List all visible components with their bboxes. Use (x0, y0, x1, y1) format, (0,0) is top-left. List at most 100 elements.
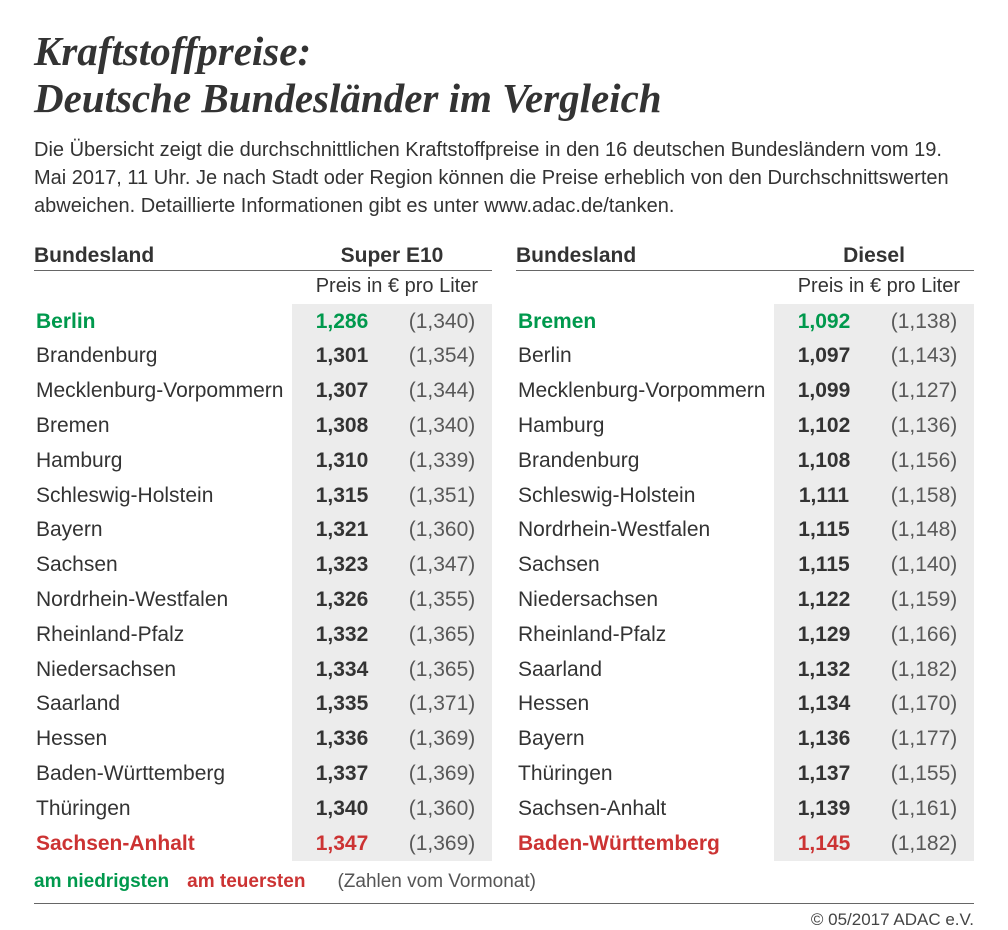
table-row: Hamburg1,102(1,136) (516, 409, 974, 444)
price-value: 1,321 (292, 513, 392, 548)
table-row: Thüringen1,340(1,360) (34, 791, 492, 826)
prev-month-value: (1,136) (874, 409, 974, 444)
state-name: Bayern (34, 518, 292, 542)
prev-month-value: (1,138) (874, 304, 974, 339)
price-value: 1,323 (292, 548, 392, 583)
state-name: Saarland (516, 658, 774, 682)
table-row: Saarland1,335(1,371) (34, 687, 492, 722)
state-name: Baden-Württemberg (34, 762, 292, 786)
table-row: Bremen1,092(1,138) (516, 304, 974, 339)
state-name: Hamburg (34, 449, 292, 473)
table-row: Thüringen1,137(1,155) (516, 757, 974, 792)
price-value: 1,099 (774, 374, 874, 409)
state-name: Hessen (516, 692, 774, 716)
prev-month-value: (1,344) (392, 374, 492, 409)
price-value: 1,108 (774, 443, 874, 478)
state-name: Bremen (516, 310, 774, 334)
prev-month-value: (1,148) (874, 513, 974, 548)
legend-highest: am teuersten (187, 871, 305, 893)
prev-month-value: (1,182) (874, 652, 974, 687)
price-value: 1,092 (774, 304, 874, 339)
table-header: Bundesland Super E10 (34, 244, 492, 271)
table-row: Nordrhein-Westfalen1,115(1,148) (516, 513, 974, 548)
prev-month-value: (1,127) (874, 374, 974, 409)
title-line-1: Kraftstoffpreise: (34, 28, 311, 74)
prev-month-value: (1,339) (392, 443, 492, 478)
prev-month-value: (1,177) (874, 722, 974, 757)
table-rows: Bremen1,092(1,138)Berlin1,097(1,143)Meck… (516, 304, 974, 861)
price-value: 1,347 (292, 826, 392, 861)
page-title: Kraftstoffpreise: Deutsche Bundesländer … (34, 28, 974, 122)
state-name: Rheinland-Pfalz (34, 623, 292, 647)
table-row: Sachsen1,115(1,140) (516, 548, 974, 583)
state-name: Nordrhein-Westfalen (34, 588, 292, 612)
price-value: 1,332 (292, 617, 392, 652)
state-name: Thüringen (34, 797, 292, 821)
header-state: Bundesland (516, 244, 774, 268)
price-value: 1,310 (292, 443, 392, 478)
prev-month-value: (1,369) (392, 722, 492, 757)
prev-month-value: (1,360) (392, 513, 492, 548)
table-row: Berlin1,286(1,340) (34, 304, 492, 339)
prev-month-value: (1,170) (874, 687, 974, 722)
state-name: Brandenburg (34, 344, 292, 368)
header-state: Bundesland (34, 244, 292, 268)
prev-month-value: (1,351) (392, 478, 492, 513)
prev-month-value: (1,140) (874, 548, 974, 583)
price-value: 1,286 (292, 304, 392, 339)
price-value: 1,301 (292, 339, 392, 374)
prev-month-value: (1,365) (392, 617, 492, 652)
price-unit-label: Preis in € pro Liter (516, 271, 974, 304)
state-name: Sachsen-Anhalt (34, 832, 292, 856)
table-row: Baden-Württemberg1,145(1,182) (516, 826, 974, 861)
price-value: 1,111 (774, 478, 874, 513)
table-row: Bayern1,136(1,177) (516, 722, 974, 757)
table-row: Rheinland-Pfalz1,129(1,166) (516, 617, 974, 652)
price-value: 1,122 (774, 583, 874, 618)
state-name: Berlin (516, 344, 774, 368)
table-row: Berlin1,097(1,143) (516, 339, 974, 374)
table-row: Schleswig-Holstein1,111(1,158) (516, 478, 974, 513)
price-value: 1,136 (774, 722, 874, 757)
table-row: Mecklenburg-Vorpommern1,307(1,344) (34, 374, 492, 409)
prev-month-value: (1,161) (874, 791, 974, 826)
table-row: Bremen1,308(1,340) (34, 409, 492, 444)
price-value: 1,115 (774, 548, 874, 583)
table-header: Bundesland Diesel (516, 244, 974, 271)
table-super-e10: Bundesland Super E10 Preis in € pro Lite… (34, 244, 492, 861)
prev-month-value: (1,158) (874, 478, 974, 513)
table-row: Hessen1,336(1,369) (34, 722, 492, 757)
price-value: 1,097 (774, 339, 874, 374)
state-name: Sachsen (34, 553, 292, 577)
table-row: Sachsen-Anhalt1,347(1,369) (34, 826, 492, 861)
prev-month-value: (1,143) (874, 339, 974, 374)
table-row: Brandenburg1,301(1,354) (34, 339, 492, 374)
legend-lowest: am niedrigsten (34, 871, 169, 893)
state-name: Bremen (34, 414, 292, 438)
price-value: 1,315 (292, 478, 392, 513)
table-row: Baden-Württemberg1,337(1,369) (34, 757, 492, 792)
state-name: Hamburg (516, 414, 774, 438)
table-row: Hamburg1,310(1,339) (34, 443, 492, 478)
legend: am niedrigsten am teuersten (Zahlen vom … (34, 871, 974, 893)
state-name: Hessen (34, 727, 292, 751)
price-value: 1,307 (292, 374, 392, 409)
table-row: Schleswig-Holstein1,315(1,351) (34, 478, 492, 513)
price-value: 1,139 (774, 791, 874, 826)
state-name: Rheinland-Pfalz (516, 623, 774, 647)
price-value: 1,137 (774, 757, 874, 792)
price-value: 1,132 (774, 652, 874, 687)
state-name: Thüringen (516, 762, 774, 786)
header-fuel: Super E10 (292, 244, 492, 268)
table-row: Sachsen1,323(1,347) (34, 548, 492, 583)
price-value: 1,335 (292, 687, 392, 722)
prev-month-value: (1,355) (392, 583, 492, 618)
prev-month-value: (1,159) (874, 583, 974, 618)
table-row: Niedersachsen1,122(1,159) (516, 583, 974, 618)
state-name: Nordrhein-Westfalen (516, 518, 774, 542)
table-row: Bayern1,321(1,360) (34, 513, 492, 548)
prev-month-value: (1,369) (392, 826, 492, 861)
tables-container: Bundesland Super E10 Preis in € pro Lite… (34, 244, 974, 861)
legend-note: (Zahlen vom Vormonat) (337, 871, 536, 893)
state-name: Baden-Württemberg (516, 832, 774, 856)
